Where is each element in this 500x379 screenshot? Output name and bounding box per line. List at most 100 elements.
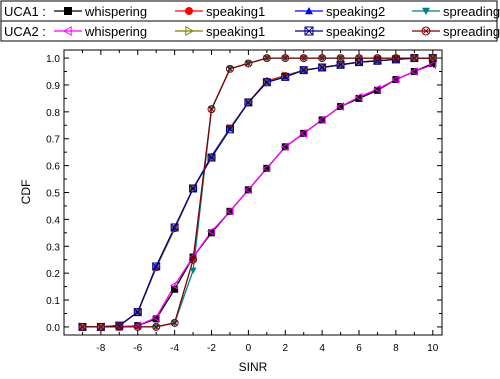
legend-entry-uca1-whispering: whispering [54,4,147,19]
y-tick-label: 0.8 [46,108,60,119]
series-line-uca1-speaking1 [82,57,433,328]
series-markers [77,53,438,332]
legend-group-label-uca2: UCA2 : [4,24,46,39]
data-point-uca2-spreading [262,54,271,63]
data-point-uca1-whispering [189,253,197,261]
data-point-uca2-spreading [391,54,400,63]
legend-marker [62,26,72,36]
data-point-uca2-whispering [299,128,308,138]
series-points-uca2-spreading [78,54,437,331]
data-point-uca2-speaking2 [152,262,161,271]
x-tick-label: 0 [246,343,252,354]
series-line-uca2-spreading [82,57,433,328]
plot-frame [63,49,443,336]
legend-label: speaking1 [206,4,265,19]
data-point-uca2-spreading [152,322,161,331]
legend-label: whispering [84,4,147,19]
data-point-uca1-whispering [171,285,179,293]
y-axis-label: CDF [19,180,33,205]
y-tick-label: 0.0 [46,323,60,334]
legend-entry-uca2-spreading: spreading [412,24,500,39]
data-point-uca2-speaking1 [189,184,198,193]
data-point-uca2-speaking2 [373,56,382,65]
data-point-uca2-whispering [336,102,344,111]
data-point-uca2-whispering [317,115,326,125]
legend-entry-uca1-speaking2: speaking2 [295,4,385,19]
data-point-uca2-spreading [189,255,198,264]
data-point-uca2-speaking1 [355,57,364,67]
data-point-uca1-whispering [263,164,271,172]
data-point-uca2-whispering [262,163,271,173]
data-point-uca1-whispering [410,68,418,76]
data-point-uca2-whispering [206,227,215,236]
legend: UCA1 : UCA2 : whispering speaking1 speakin… [0,0,500,42]
x-tick-label: 10 [427,343,439,354]
x-tick-label: 4 [319,343,325,354]
x-tick-label: -4 [170,343,179,354]
data-point-uca1-whispering [244,186,252,194]
series-points-uca1-speaking1 [78,54,437,331]
legend-marker [422,7,430,15]
legend-label: speaking2 [326,4,385,19]
data-point-uca1-whispering [300,129,308,137]
data-point-uca1-whispering [152,315,160,323]
data-point-uca1-whispering [318,116,326,124]
legend-marker [185,7,193,15]
legend-marker [304,26,314,36]
series-lines [82,57,434,328]
y-tick-label: 0.4 [46,215,60,226]
data-point-uca2-spreading [299,54,308,63]
series-points-uca1-whispering [78,59,437,331]
data-point-uca2-speaking2 [299,66,308,75]
legend-entry-uca1-spreading: spreading [412,4,500,19]
legend-label: speaking2 [326,24,385,39]
data-point-uca2-whispering [372,84,381,94]
data-point-uca2-spreading [428,54,437,63]
series-line-uca2-speaking1 [82,57,433,328]
legend-label: spreading [443,4,500,19]
data-point-uca2-spreading [336,54,345,63]
data-point-uca2-whispering [354,92,363,102]
data-point-uca2-spreading [373,54,382,63]
series-points-uca1-spreading [78,55,437,331]
legend-entry-uca2-whispering: whispering [54,24,147,39]
data-point-uca2-speaking1 [300,65,309,75]
y-tick-label: 0.9 [46,81,60,92]
data-point-uca2-speaking2 [262,78,271,87]
series-points-uca2-whispering [77,60,437,332]
x-tick-label: 2 [282,343,288,354]
data-point-uca2-whispering [151,313,160,322]
data-point-uca2-speaking1 [429,53,438,63]
data-point-uca2-spreading [170,318,179,327]
legend-label: spreading [443,24,500,39]
x-tick-label: -2 [207,343,216,354]
series-line-uca1-whispering [82,62,434,328]
data-point-uca2-spreading [96,322,105,331]
data-point-uca2-speaking2 [225,125,234,134]
data-point-uca2-spreading [133,322,142,331]
data-point-uca2-whispering [225,206,234,216]
data-point-uca2-speaking1 [411,53,419,63]
data-point-uca2-spreading [244,59,253,68]
x-tick-label: -6 [133,343,142,354]
data-point-uca2-speaking1 [79,322,87,332]
data-point-uca2-speaking2 [133,308,142,317]
legend-marker [185,26,195,36]
y-tick-label: 1.0 [46,54,60,65]
data-point-uca2-speaking1 [134,307,143,317]
y-tick-label: 0.6 [46,162,60,173]
data-point-uca2-spreading [410,54,419,63]
data-point-uca2-speaking2 [281,72,290,81]
legend-marker [305,7,313,15]
data-point-uca1-whispering [373,86,381,94]
y-axis: 0.0 0.1 0.2 0.3 0.4 0.5 0.6 0.7 0.8 0.9 1.0 [46,54,442,334]
y-tick-label: 0.5 [46,189,60,200]
y-tick-label: 0.2 [46,269,60,280]
data-point-uca2-speaking2 [170,223,179,232]
data-point-uca2-speaking2 [318,63,327,72]
data-point-uca2-speaking2 [189,184,198,193]
data-point-uca1-spreading [189,267,197,274]
series-line-uca2-speaking2 [82,57,433,328]
legend-marker [421,26,431,36]
